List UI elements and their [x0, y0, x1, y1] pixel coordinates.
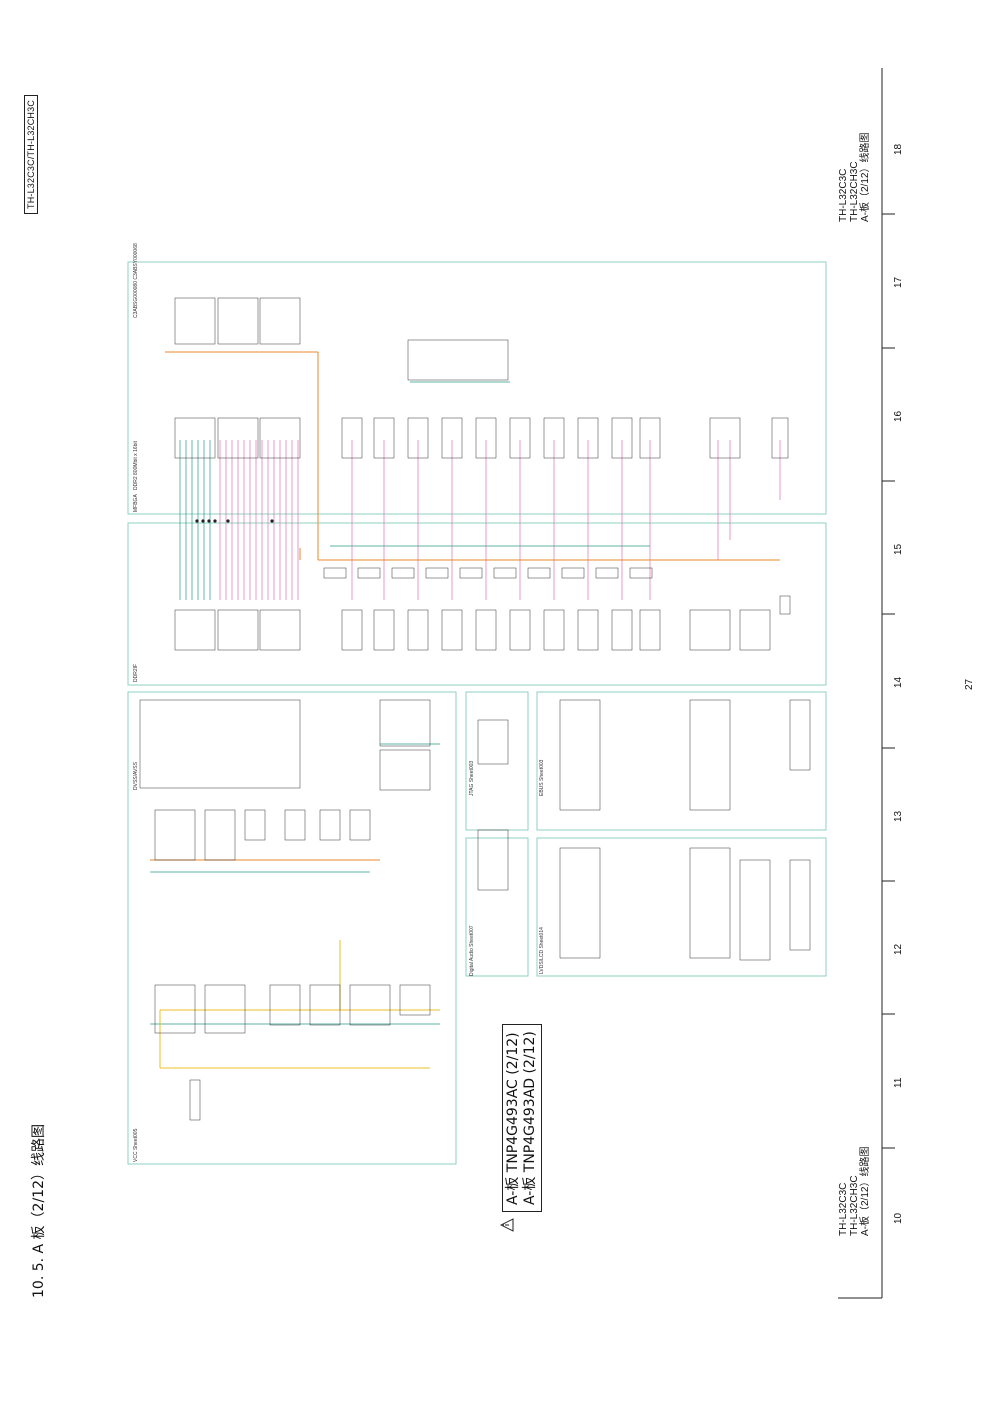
grid-number: 10 [893, 1212, 904, 1224]
title-top-line-3: A-板（2/12）线路图 [860, 132, 871, 222]
title-bottom-line-2: TH-L32CH3C [849, 1175, 860, 1236]
region-label-dvss: DVSS/AVSS [133, 762, 139, 790]
page-number: 27 [964, 678, 975, 690]
board-line-1: A-板 TNP4G493AC (2/12) [505, 1032, 521, 1205]
grid-number: 16 [893, 410, 904, 422]
board-line-2: A-板 TNP4G493AD (2/12) [522, 1031, 538, 1205]
title-top-line-2: TH-L32CH3C [849, 161, 860, 222]
junction-dots [195, 519, 274, 523]
region-label-digital-audio: Digital Audio Sheet007 [469, 925, 475, 976]
region-label-ddr2if: DDR2IF [133, 663, 139, 682]
section-title: 10. 5. A 板（2/12）线路图 [31, 1124, 47, 1298]
title-block-bottom: TH-L32C3C TH-L32CH3C A-板（2/12）线路图 [838, 1147, 871, 1236]
title-bottom-line-3: A-板（2/12）线路图 [860, 1146, 871, 1236]
connector-blocks [139, 297, 811, 1121]
region-label-vcc: VCC Sheet005 [133, 1128, 139, 1162]
region-label-ddr2: DDR2 800Mbit x 16bit [133, 441, 139, 490]
power-rails [150, 351, 780, 861]
teal-traces [150, 381, 650, 1025]
warning-triangle-icon [500, 1218, 514, 1232]
title-bottom-line-1: TH-L32C3C [838, 1182, 849, 1236]
region-label-mfbga: MFBGA [133, 494, 139, 512]
grid-number: 14 [893, 676, 904, 688]
grid-number: 17 [893, 276, 904, 288]
region-label-ebus: EBUS Sheet003 [539, 759, 545, 796]
model-header-box: TH-L32C3C/TH-L32CH3C [24, 94, 38, 214]
ddr2-traces [219, 440, 781, 600]
grid-number: 11 [893, 1077, 904, 1088]
region-label-jtag: JTAG Sheet003 [469, 760, 475, 796]
grid-number: 18 [893, 143, 904, 155]
title-block-top: TH-L32C3C TH-L32CH3C A-板（2/12）线路图 [838, 133, 871, 222]
title-top-line-1: TH-L32C3C [838, 168, 849, 222]
region-frames [127, 261, 827, 1165]
grid-number: 12 [893, 943, 904, 955]
grid-number: 15 [893, 543, 904, 555]
page-frame [838, 68, 895, 1299]
region-label-ic-codes: C3ABSG000080 C3ABSY000068 [133, 243, 139, 318]
board-id-box: A-板 TNP4G493AC (2/12) A-板 TNP4G493AD (2/… [502, 1024, 542, 1212]
region-label-lvds: LVDS/LCD Sheet014 [539, 927, 545, 974]
grid-number: 13 [893, 810, 904, 822]
